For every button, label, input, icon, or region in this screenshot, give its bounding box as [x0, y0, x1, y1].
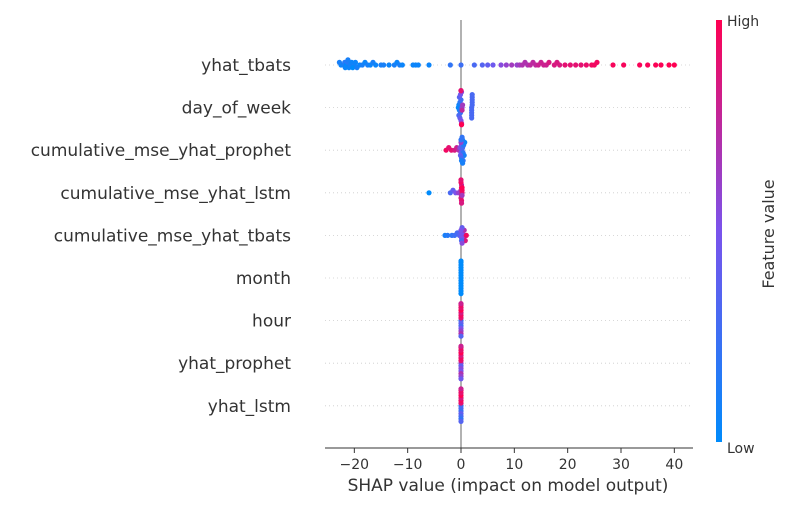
- shap-point: [426, 62, 432, 68]
- x-axis-label: SHAP value (impact on model output): [348, 476, 669, 496]
- shap-point: [336, 59, 342, 65]
- shap-point: [498, 62, 504, 68]
- shap-point: [458, 343, 464, 349]
- shap-point: [471, 62, 477, 68]
- feature-label: yhat_prophet: [178, 354, 291, 374]
- shap-point: [458, 122, 465, 128]
- shap-point: [469, 92, 475, 98]
- x-ticks: −20 −10 0 10 20 30 40: [340, 448, 683, 473]
- feature-label: day_of_week: [182, 99, 291, 119]
- shap-point: [458, 177, 464, 183]
- colorbar: [716, 20, 722, 442]
- shap-point: [345, 57, 351, 63]
- feature-label: cumulative_mse_yhat_lstm: [60, 184, 291, 204]
- shap-point: [458, 227, 464, 233]
- feature-label: hour: [252, 312, 291, 332]
- shap-point: [415, 62, 421, 68]
- x-tick-label: −10: [393, 457, 423, 473]
- shap-point: [658, 62, 664, 68]
- shap-point: [509, 62, 515, 68]
- shap-point: [458, 418, 464, 424]
- shap-point: [445, 232, 451, 238]
- shap-point: [459, 192, 465, 198]
- shap-point: [458, 376, 464, 382]
- shap-point: [479, 62, 485, 68]
- shap-point: [458, 137, 464, 143]
- colorbar-title: Feature value: [759, 179, 778, 288]
- feature-label: cumulative_mse_yhat_prophet: [31, 141, 292, 161]
- shap-point: [447, 62, 453, 68]
- shap-point: [637, 62, 643, 68]
- shap-point: [666, 62, 672, 68]
- colorbar-high-label: High: [727, 14, 759, 30]
- x-tick-label: 40: [665, 457, 683, 473]
- shap-point: [546, 59, 552, 65]
- gridlines: [325, 64, 693, 407]
- shap-point: [594, 59, 600, 65]
- shap-point: [458, 200, 465, 206]
- shap-point: [350, 65, 356, 71]
- x-tick-label: 20: [559, 457, 577, 473]
- shap-point: [583, 62, 589, 68]
- shap-point: [342, 65, 348, 71]
- shap-point: [458, 258, 464, 264]
- feature-label: cumulative_mse_yhat_tbats: [54, 226, 291, 246]
- shap-point: [460, 102, 466, 108]
- shap-point: [458, 301, 464, 307]
- shap-point: [621, 62, 627, 68]
- shap-point: [490, 62, 496, 68]
- x-tick-label: −20: [340, 457, 370, 473]
- feature-label: yhat_tbats: [201, 56, 291, 76]
- shap-point: [485, 62, 491, 68]
- shap-point: [399, 62, 405, 68]
- feature-labels: yhat_tbats day_of_week cumulative_mse_yhat…: [31, 56, 292, 417]
- shap-point: [458, 291, 464, 297]
- feature-label: month: [236, 269, 291, 289]
- shap-point: [386, 62, 392, 68]
- shap-point: [653, 62, 659, 68]
- shap-point: [373, 62, 379, 68]
- shap-point: [567, 62, 573, 68]
- shap-point: [557, 62, 563, 68]
- colorbar-low-label: Low: [727, 441, 755, 457]
- shap-point: [573, 62, 579, 68]
- shap-point: [352, 59, 358, 65]
- shap-point: [381, 62, 387, 68]
- shap-point: [458, 158, 465, 164]
- points-layer: [336, 57, 677, 424]
- shap-point: [459, 107, 465, 113]
- shap-point: [458, 62, 464, 68]
- shap-point: [426, 190, 432, 196]
- shap-point: [645, 62, 651, 68]
- shap-point: [610, 62, 616, 68]
- shap-point: [458, 88, 464, 94]
- shap-point: [458, 333, 464, 339]
- shap-point: [458, 386, 464, 392]
- shap-point: [578, 62, 584, 68]
- shap-point: [469, 115, 475, 121]
- x-tick-label: 30: [612, 457, 630, 473]
- x-tick-label: 10: [505, 457, 523, 473]
- feature-label: yhat_lstm: [208, 397, 291, 417]
- shap-point: [562, 62, 568, 68]
- shap-point: [459, 185, 465, 191]
- shap-point: [503, 62, 509, 68]
- x-tick-label: 0: [457, 457, 466, 473]
- shap-point: [671, 62, 677, 68]
- shap-point: [459, 240, 465, 246]
- shap-point: [463, 232, 469, 238]
